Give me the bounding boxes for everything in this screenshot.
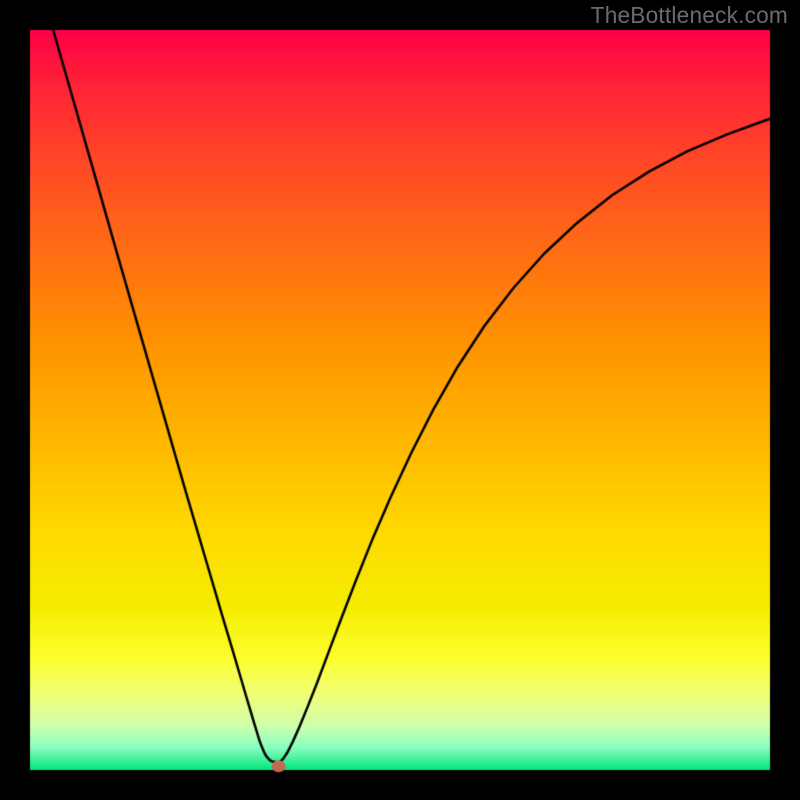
chart-container: TheBottleneck.com — [0, 0, 800, 800]
bottleneck-chart-canvas — [0, 0, 800, 800]
